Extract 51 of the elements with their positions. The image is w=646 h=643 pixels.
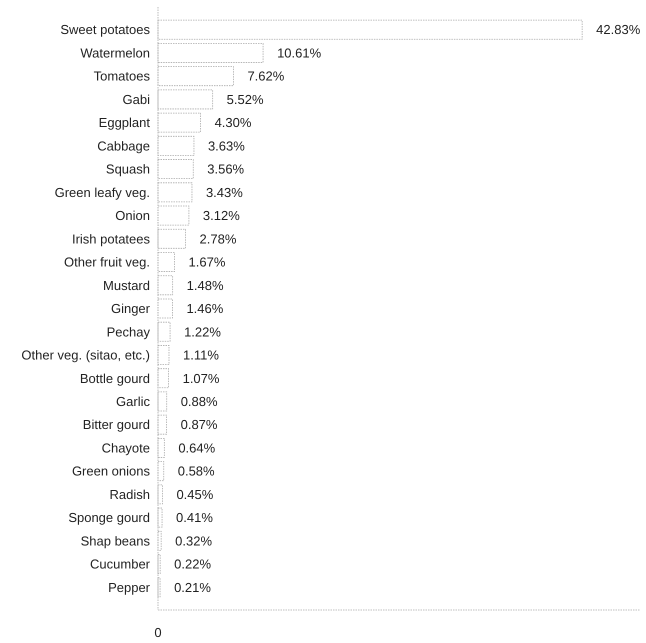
data-label: 0.41% bbox=[176, 510, 214, 526]
y-tick-label: Sponge gourd bbox=[68, 510, 150, 526]
y-tick-label: Pepper bbox=[108, 580, 151, 595]
data-label: 0.21% bbox=[174, 580, 212, 595]
y-tick-label: Ginger bbox=[110, 301, 151, 316]
data-label: 2.78% bbox=[200, 231, 237, 246]
data-label: 42.83% bbox=[596, 22, 641, 38]
data-label: 1.07% bbox=[182, 370, 220, 386]
y-tick-label: Green onions bbox=[72, 464, 150, 479]
data-label: 5.52% bbox=[226, 92, 264, 107]
data-label: 0.64% bbox=[178, 440, 216, 456]
y-tick-label: Onion bbox=[115, 208, 150, 224]
y-tick-label: Shap beans bbox=[80, 533, 150, 548]
data-label: 1.22% bbox=[184, 324, 222, 340]
y-tick-label: Squash bbox=[106, 162, 150, 177]
y-tick-label: Bottle gourd bbox=[80, 370, 150, 386]
y-tick-label: Sweet potatoes bbox=[60, 22, 150, 38]
y-tick-label: Watermelon bbox=[80, 45, 150, 60]
y-tick-label: Tomatoes bbox=[94, 68, 150, 84]
data-label: 1.11% bbox=[182, 348, 220, 363]
y-tick-label: Other fruit veg. bbox=[64, 254, 150, 270]
data-label: 3.43% bbox=[206, 184, 244, 200]
data-label: 0.58% bbox=[178, 464, 216, 479]
data-label: 0.88% bbox=[180, 394, 218, 409]
y-tick-label: Radish bbox=[110, 486, 150, 502]
data-label: 1.48% bbox=[186, 278, 224, 293]
y-tick-label: Chayote bbox=[102, 440, 150, 456]
data-label: 0.45% bbox=[176, 486, 214, 502]
y-tick-label: Eggplant bbox=[98, 115, 150, 130]
text: 0 bbox=[154, 625, 162, 640]
data-label: 3.12% bbox=[202, 208, 240, 224]
data-label: 10.61% bbox=[277, 45, 322, 60]
y-tick-label: Cucumber bbox=[90, 556, 151, 572]
data-label: 0.87% bbox=[180, 417, 218, 432]
data-label: 4.30% bbox=[214, 115, 252, 130]
data-label: 3.63% bbox=[208, 138, 246, 154]
data-label: 0.22% bbox=[174, 556, 212, 572]
y-tick-label: Cabbage bbox=[97, 138, 150, 154]
y-tick-label: Mustard bbox=[103, 278, 150, 293]
data-label: 1.46% bbox=[186, 301, 224, 316]
data-label: 0.32% bbox=[175, 533, 212, 548]
data-label: 7.62% bbox=[247, 68, 285, 84]
data-label: 3.56% bbox=[207, 162, 245, 177]
y-tick-label: Irish potatees bbox=[72, 231, 150, 246]
data-label: 1.67% bbox=[188, 254, 226, 270]
y-tick-label: Garlic bbox=[116, 394, 150, 409]
y-tick-label: Gabi bbox=[122, 92, 150, 107]
y-tick-label: Pechay bbox=[106, 324, 150, 340]
y-tick-label: Bitter gourd bbox=[82, 417, 150, 432]
y-tick-label: Green leafy veg. bbox=[54, 184, 150, 200]
y-tick-label: Other veg. (sitao, etc.) bbox=[21, 348, 150, 363]
